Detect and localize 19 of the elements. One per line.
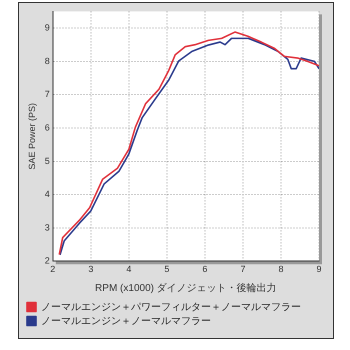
x-tick-label: 6	[202, 264, 208, 274]
y-tick-label: 3	[44, 222, 50, 232]
x-tick-label: 8	[278, 264, 284, 274]
x-tick-label: 9	[316, 264, 322, 274]
x-axis-title: RPM (x1000) ダイノジェット・後輪出力	[95, 282, 277, 294]
y-tick-label: 5	[44, 156, 50, 166]
y-tick-label: 9	[44, 22, 50, 33]
x-tick-label: 5	[164, 264, 170, 274]
x-tick-label: 4	[126, 264, 132, 274]
y-axis-title: SAE Power (PS)	[26, 103, 37, 170]
x-tick-label: 3	[88, 264, 94, 274]
legend-label: ノーマルエンジン＋パワーフィルター＋ノーマルマフラー	[41, 302, 301, 313]
y-tick-label: 2	[44, 256, 50, 266]
legend-label: ノーマルエンジン＋ノーマルマフラー	[41, 316, 211, 327]
y-tick-label: 4	[44, 189, 50, 200]
y-tick-label: 6	[44, 122, 50, 132]
y-tick-label: 8	[44, 56, 50, 66]
x-tick-label: 7	[240, 264, 246, 274]
y-tick-label: 7	[44, 89, 50, 100]
